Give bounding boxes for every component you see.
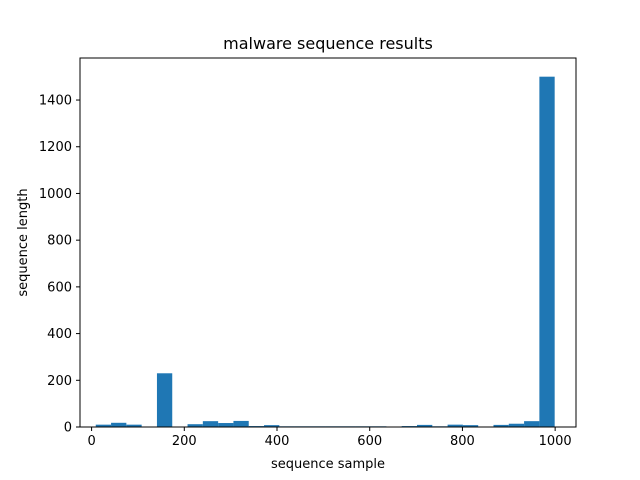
y-tick-label: 200 <box>47 374 72 389</box>
histogram-bar <box>264 425 280 427</box>
x-tick-label: 800 <box>450 434 475 449</box>
histogram-bar <box>524 421 540 427</box>
histogram-bar <box>126 424 142 427</box>
histogram-bar <box>417 424 433 427</box>
x-tick-label: 600 <box>357 434 382 449</box>
histogram-bar <box>111 422 127 427</box>
histogram-bar <box>202 421 219 427</box>
chart-title: malware sequence results <box>223 34 433 53</box>
y-axis-label: sequence length <box>16 188 31 296</box>
y-tick-label: 1200 <box>39 140 72 155</box>
histogram-bar <box>493 424 509 427</box>
x-tick-label: 1000 <box>539 434 572 449</box>
axes-frame <box>79 57 577 428</box>
x-tick-label: 0 <box>87 434 95 449</box>
x-axis-label: sequence sample <box>271 457 385 472</box>
histogram-bar <box>218 423 234 427</box>
plot-area <box>95 76 555 428</box>
x-tick-label: 400 <box>265 434 290 449</box>
histogram-bar <box>447 424 463 427</box>
x-tick-label: 200 <box>172 434 197 449</box>
y-tick-label: 0 <box>64 421 72 436</box>
histogram-bar <box>187 424 203 427</box>
histogram-bar <box>156 373 173 427</box>
histogram-bar <box>508 423 525 427</box>
y-tick-label: 400 <box>47 327 72 342</box>
y-tick-label: 800 <box>47 234 72 249</box>
y-axis-ticks: 0 200 400 600 800 1000 1200 1400 <box>39 94 80 436</box>
x-axis-ticks: 0 200 400 600 800 1000 <box>87 427 572 449</box>
y-tick-label: 1400 <box>39 94 72 109</box>
histogram-bar <box>95 424 112 427</box>
y-tick-label: 1000 <box>39 187 72 202</box>
histogram-bar <box>539 76 555 428</box>
histogram-bar <box>233 420 249 427</box>
y-tick-label: 600 <box>47 280 72 295</box>
histogram-bar <box>462 425 479 427</box>
